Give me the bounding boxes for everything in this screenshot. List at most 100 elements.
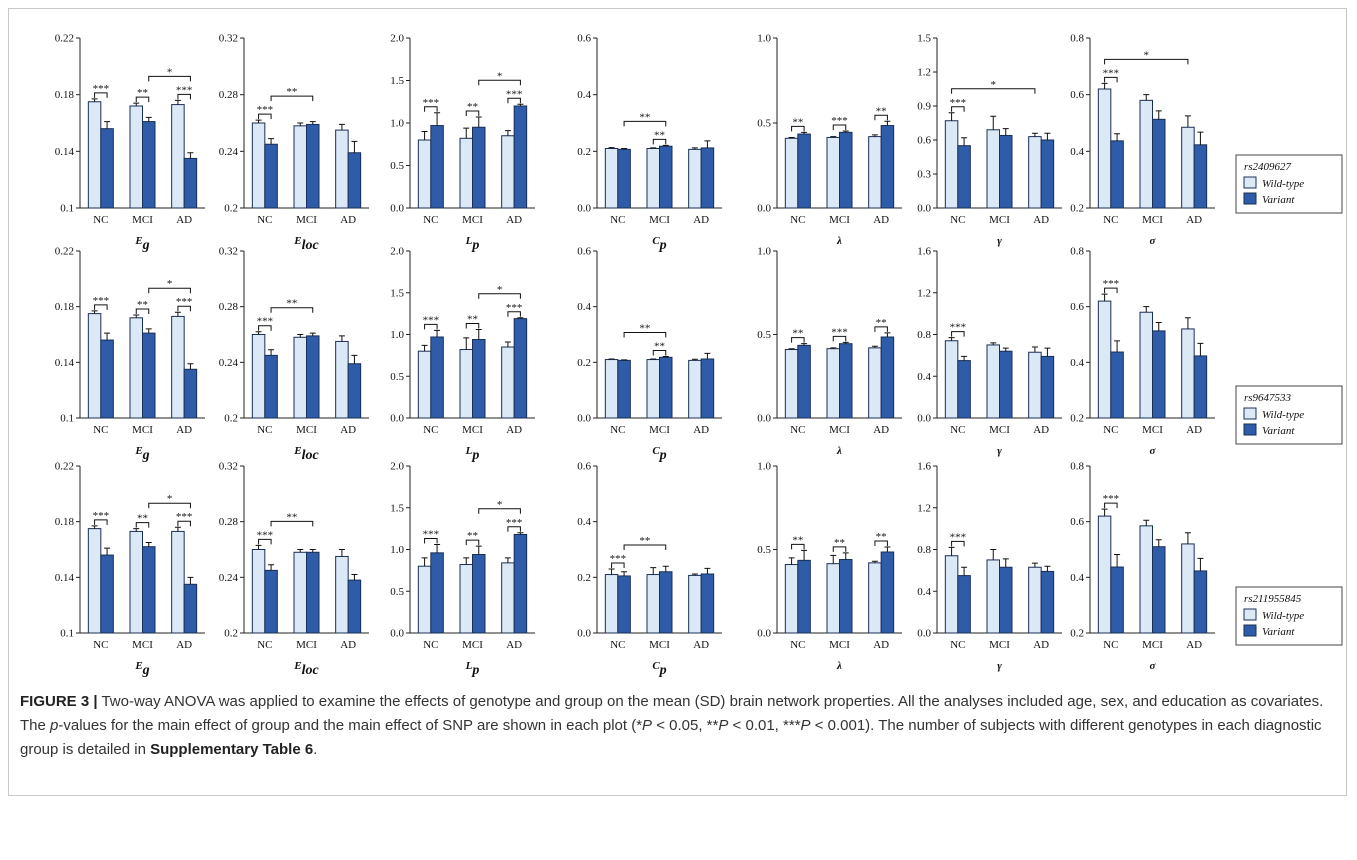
- bar: [604, 574, 619, 634]
- significance-bracket: [270, 95, 314, 102]
- bar: [880, 551, 895, 634]
- error-bar: [842, 130, 849, 133]
- error-bar: [91, 525, 98, 529]
- x-axis-label: λ: [836, 445, 842, 457]
- caption-run: < 0.001). The number of subjects with di…: [20, 717, 1322, 758]
- x-tick-label: AD: [1186, 424, 1202, 436]
- error-bar: [255, 119, 262, 123]
- x-tick-label: NC: [93, 639, 108, 651]
- x-axis-label: Eloc: [293, 235, 319, 253]
- y-tick-label: 0.24: [219, 146, 239, 158]
- bar: [688, 574, 702, 634]
- bar: [142, 332, 156, 419]
- error-bar: [1155, 110, 1162, 120]
- error-bar: [133, 528, 140, 532]
- y-tick-label: 0.0: [757, 203, 771, 215]
- bar: [417, 139, 432, 209]
- caption-run: .: [313, 741, 318, 758]
- significance-bracket: [94, 92, 108, 98]
- x-tick-label: MCI: [132, 424, 153, 436]
- x-axis-label: Eloc: [293, 445, 319, 463]
- y-tick-label: 0.2: [1070, 628, 1084, 640]
- error-bar: [338, 123, 345, 131]
- y-tick-label: 1.0: [390, 118, 404, 130]
- x-axis-label: γ: [997, 235, 1002, 247]
- significance-label: **: [467, 530, 478, 542]
- x-tick-label: AD: [340, 424, 356, 436]
- error-bar: [1143, 94, 1150, 101]
- x-axis-label-main: C: [652, 660, 660, 672]
- bar: [1139, 311, 1153, 419]
- significance-label: ***: [93, 295, 110, 307]
- x-axis-label: Cp: [652, 235, 666, 253]
- error-bar: [1031, 346, 1038, 353]
- bar: [171, 315, 185, 419]
- bar: [142, 546, 156, 634]
- error-bar: [174, 311, 181, 317]
- y-tick-label: 0.0: [917, 628, 931, 640]
- y-tick-label: 0.0: [917, 203, 931, 215]
- error-bar: [801, 343, 808, 346]
- error-bar: [1184, 317, 1191, 329]
- caption-run: P: [642, 717, 653, 734]
- x-axis-label: σ: [1150, 660, 1157, 672]
- error-bar: [662, 144, 669, 147]
- error-bar: [187, 152, 194, 159]
- error-bar: [948, 112, 955, 121]
- x-tick-label: MCI: [1142, 639, 1163, 651]
- legend-swatch: [1243, 176, 1257, 189]
- error-bar: [961, 355, 968, 361]
- significance-label: **: [286, 511, 297, 523]
- error-bar: [801, 131, 808, 135]
- significance-bracket: [1104, 58, 1189, 65]
- y-tick-label: 0.4: [577, 301, 591, 313]
- x-axis-label-sub: g: [142, 238, 150, 253]
- error-bar: [255, 544, 262, 550]
- significance-bracket: [177, 520, 191, 527]
- y-tick-label: 0.4: [577, 516, 591, 528]
- error-bar: [1197, 342, 1204, 356]
- x-axis-label-main: λ: [836, 445, 842, 457]
- x-tick-label: AD: [873, 214, 889, 226]
- x-tick-label: AD: [1033, 424, 1049, 436]
- significance-label: **: [792, 328, 803, 340]
- y-tick-label: 0.5: [390, 586, 404, 598]
- significance-bracket: [148, 287, 191, 294]
- error-bar: [691, 573, 698, 576]
- significance-bracket: [465, 110, 480, 117]
- y-tick-label: 1.5: [390, 502, 404, 514]
- bar: [646, 574, 660, 634]
- error-bar: [704, 567, 711, 574]
- y-tick-label: 0.9: [917, 101, 931, 113]
- bar: [87, 101, 102, 209]
- y-tick-label: 1.2: [917, 502, 931, 514]
- bar: [306, 123, 320, 209]
- legend-swatch: [1243, 608, 1257, 621]
- x-axis-label-sub: p: [659, 238, 667, 253]
- x-tick-label: NC: [950, 639, 965, 651]
- x-axis-label-main: E: [293, 660, 301, 672]
- bar: [826, 563, 840, 634]
- bar: [293, 125, 307, 209]
- error-bar: [309, 121, 316, 125]
- x-tick-label: NC: [1103, 214, 1118, 226]
- bar: [1193, 355, 1208, 419]
- y-tick-label: 0.4: [917, 586, 931, 598]
- y-tick-label: 0.0: [577, 413, 591, 425]
- bar: [646, 359, 660, 419]
- y-tick-label: 0.14: [55, 572, 75, 584]
- bar: [100, 128, 114, 209]
- y-tick-label: 2.0: [390, 461, 404, 473]
- error-bar: [871, 134, 878, 137]
- significance-bracket: [465, 322, 480, 329]
- x-tick-label: AD: [506, 214, 522, 226]
- legend-label: Variant: [1262, 194, 1295, 206]
- significance-label: ***: [93, 510, 110, 522]
- y-tick-label: 1.0: [757, 246, 771, 258]
- bar: [251, 334, 266, 419]
- error-bar: [948, 546, 955, 556]
- y-tick-label: 0.0: [577, 628, 591, 640]
- bar: [839, 559, 853, 634]
- significance-bracket: [791, 337, 805, 343]
